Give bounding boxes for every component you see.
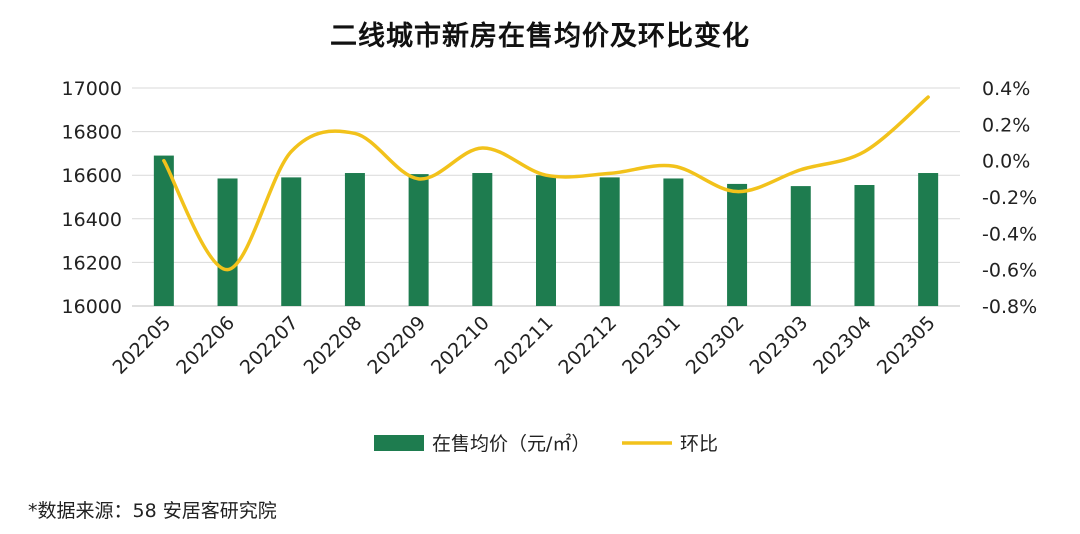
- x-tick-label: 202209: [363, 312, 430, 379]
- bar: [536, 175, 556, 306]
- x-tick-label: 202305: [873, 312, 940, 379]
- left-tick-label: 17000: [62, 78, 122, 100]
- legend-bar-label: 在售均价（元/㎡）: [432, 432, 590, 455]
- right-tick-label: -0.4%: [982, 223, 1037, 245]
- bar: [217, 178, 238, 306]
- left-tick-label: 16200: [62, 252, 122, 274]
- left-y-axis: 16000 16200 16400 16600 16800 17000: [62, 78, 122, 318]
- source-note: *数据来源：58 安居客研究院: [28, 500, 277, 522]
- bar: [790, 186, 811, 306]
- bar: [854, 185, 875, 306]
- left-tick-label: 16400: [62, 209, 122, 231]
- line-series: [162, 95, 930, 272]
- bar: [408, 174, 429, 306]
- ratio-line: [162, 95, 930, 272]
- bar: [918, 173, 939, 306]
- left-tick-label: 16600: [62, 165, 122, 187]
- left-tick-label: 16800: [62, 122, 122, 144]
- legend-bar-swatch: [374, 435, 424, 451]
- legend: 在售均价（元/㎡） 环比: [374, 432, 718, 455]
- x-tick-label: 202208: [300, 312, 367, 379]
- x-tick-label: 202212: [554, 312, 621, 379]
- right-tick-label: 0.2%: [982, 114, 1030, 136]
- bar: [599, 177, 620, 306]
- x-tick-label: 202205: [109, 312, 176, 379]
- x-tick-label: 202304: [809, 312, 876, 379]
- right-tick-label: -0.6%: [982, 260, 1037, 282]
- chart-title: 二线城市新房在售均价及环比变化: [330, 21, 750, 52]
- x-tick-label: 202302: [682, 312, 749, 379]
- bar: [472, 173, 493, 306]
- x-axis: 2022052022062022072022082022092022102022…: [109, 312, 940, 379]
- bar: [727, 183, 748, 306]
- x-tick-label: 202207: [236, 312, 303, 379]
- legend-line-label: 环比: [680, 433, 718, 455]
- x-tick-label: 202210: [427, 312, 494, 379]
- x-tick-label: 202301: [618, 312, 685, 379]
- x-tick-label: 202206: [172, 312, 239, 379]
- right-tick-label: -0.8%: [982, 296, 1037, 318]
- bar: [663, 178, 684, 306]
- bar: [344, 173, 365, 306]
- right-tick-label: 0.4%: [982, 78, 1030, 100]
- x-tick-label: 202303: [745, 312, 812, 379]
- bar: [153, 155, 174, 306]
- bar-series: [153, 155, 939, 306]
- x-tick-label: 202211: [491, 312, 558, 379]
- right-tick-label: -0.2%: [982, 187, 1037, 209]
- right-y-axis: -0.8% -0.6% -0.4% -0.2% 0.0% 0.2% 0.4%: [982, 78, 1037, 318]
- left-tick-label: 16000: [62, 296, 122, 318]
- bar: [281, 177, 302, 306]
- right-tick-label: 0.0%: [982, 151, 1030, 173]
